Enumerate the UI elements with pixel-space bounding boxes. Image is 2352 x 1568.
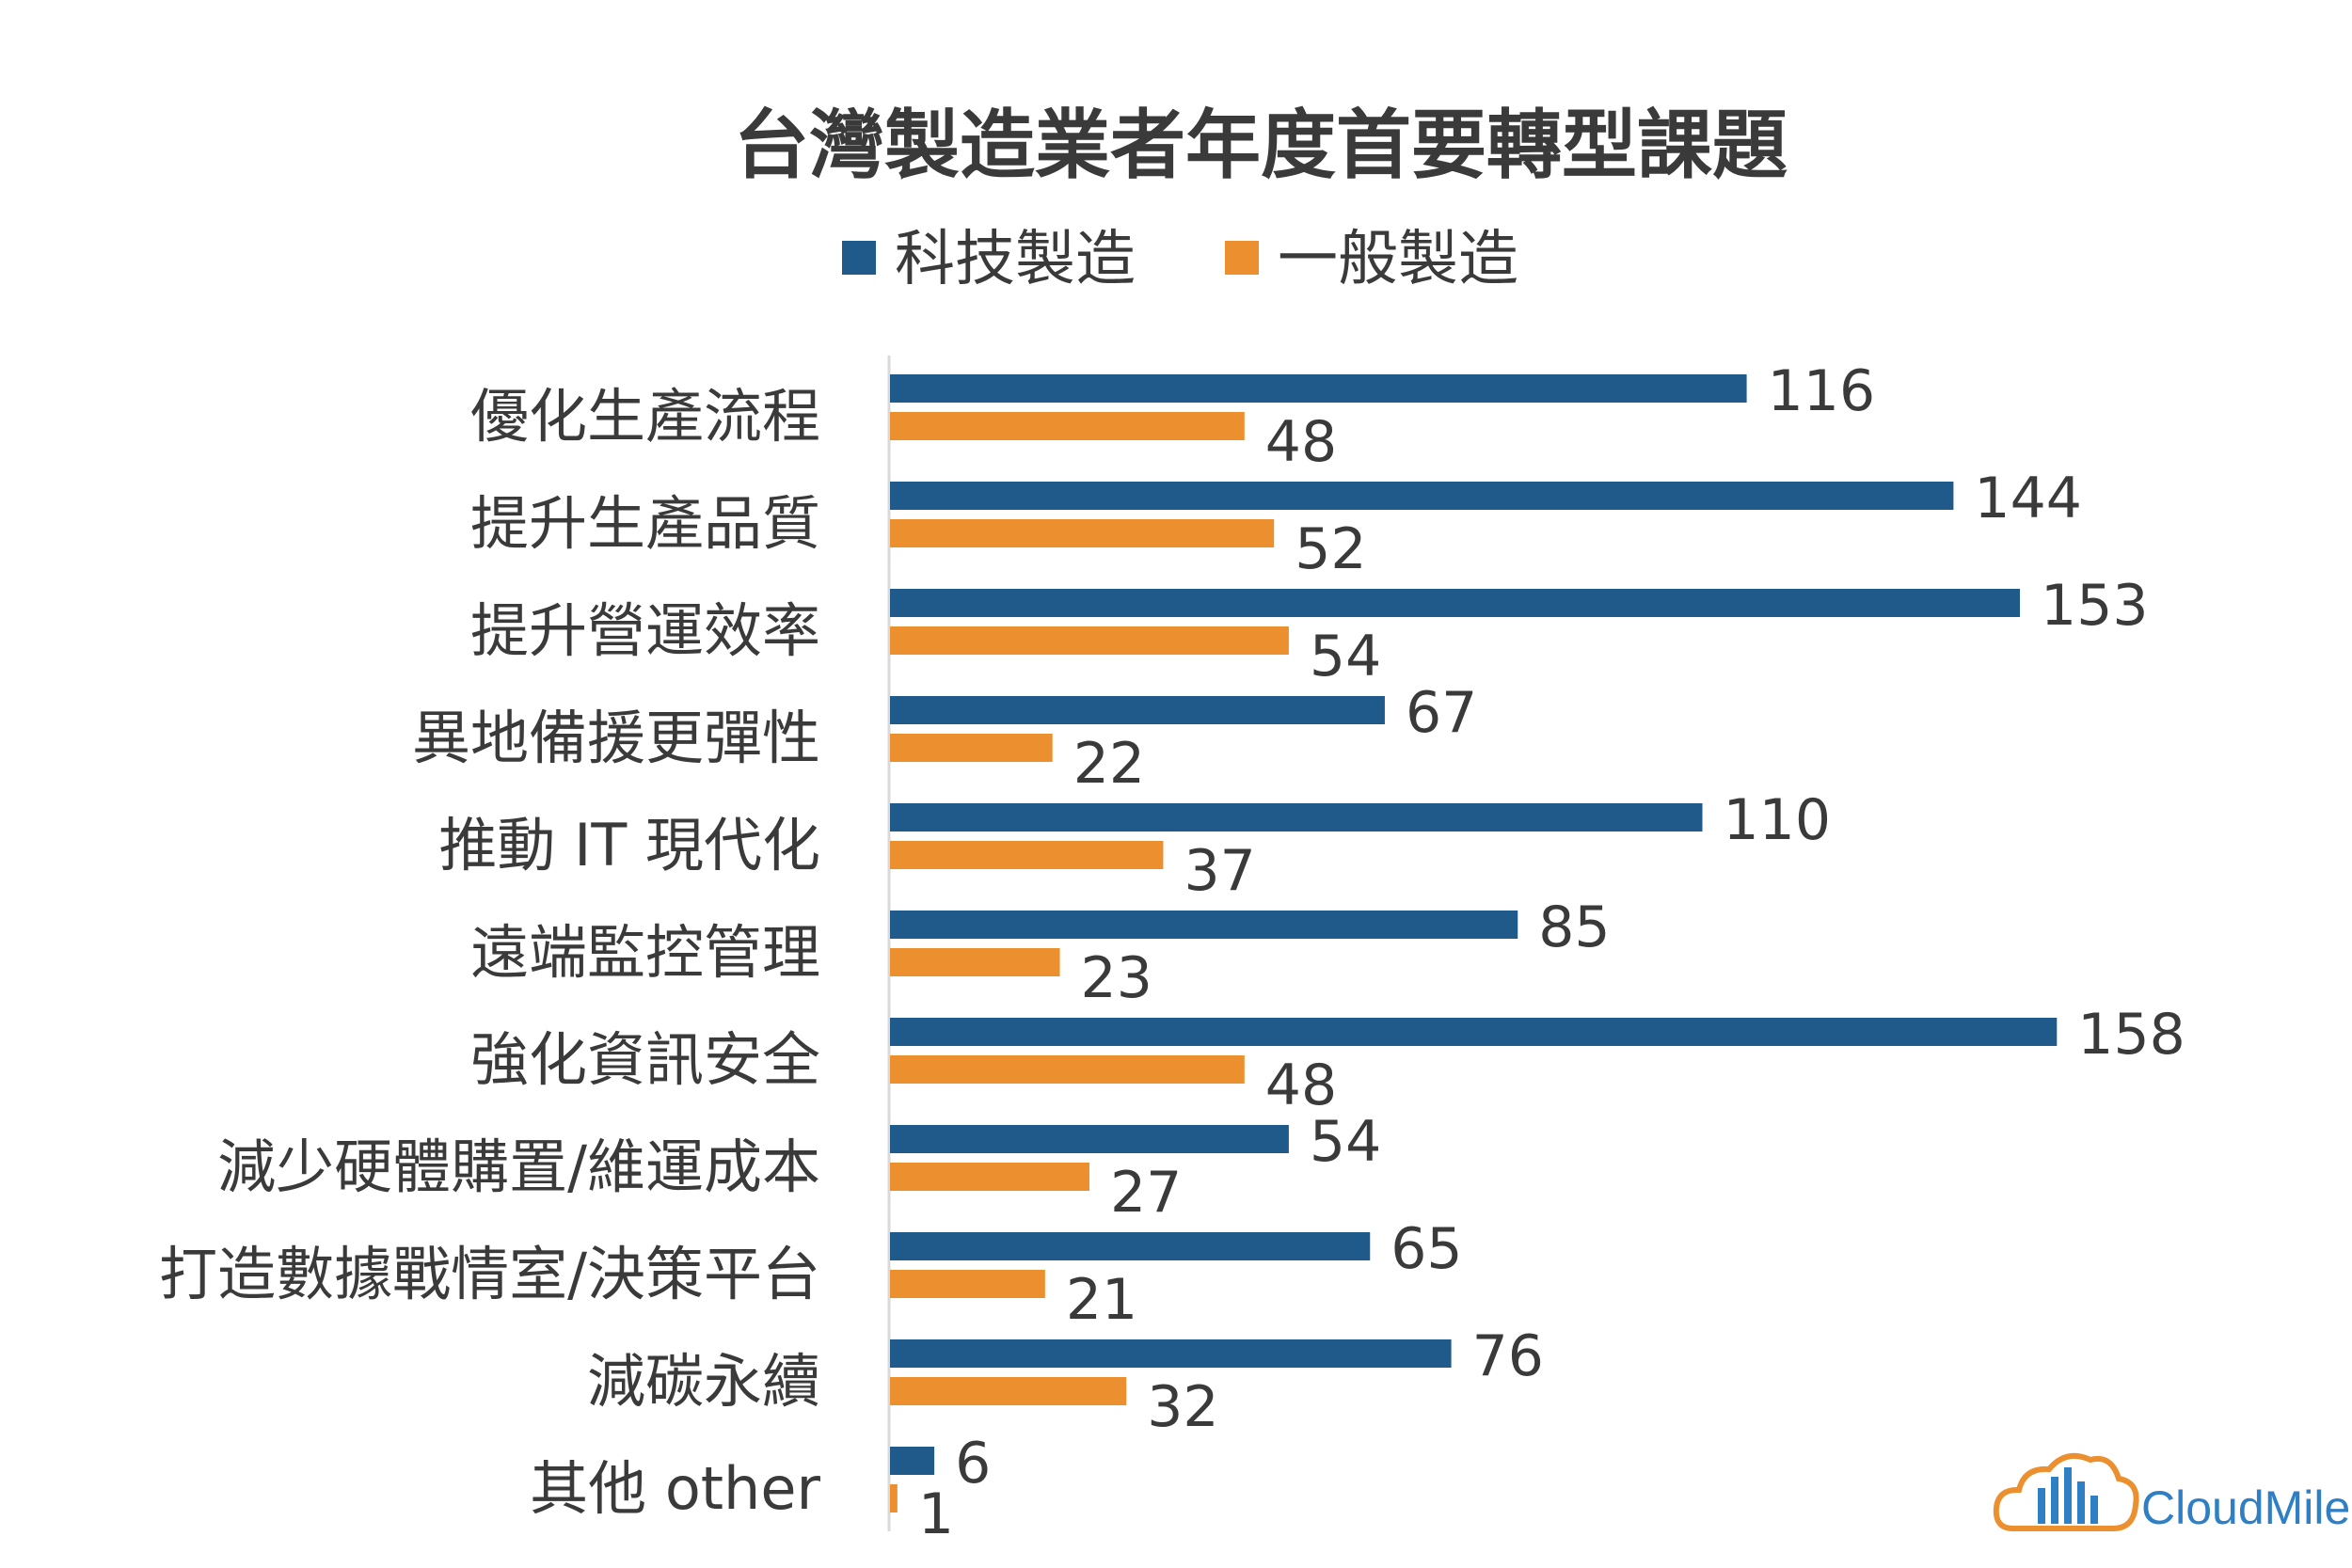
legend-label-1: 一般製造	[1278, 225, 1518, 294]
value-label-1-0: 144	[1974, 466, 2082, 531]
legend-swatch-1	[1225, 241, 1259, 275]
logo-text: CloudMile	[2141, 1481, 2350, 1534]
value-label-8-0: 65	[1391, 1216, 1462, 1282]
category-label-0: 優化生產流程	[470, 382, 820, 451]
value-labels: 1164814452153546722110378523158485427652…	[918, 358, 2185, 1547]
bar-9-1	[890, 1377, 1127, 1405]
category-label-1: 提升生產品質	[470, 489, 820, 558]
bar-7-0	[890, 1125, 1289, 1153]
bar-1-0	[890, 482, 1954, 510]
bar-3-1	[890, 734, 1053, 762]
bar-6-1	[890, 1055, 1245, 1084]
category-label-8: 打造數據戰情室/決策平台	[159, 1240, 820, 1308]
category-label-5: 遠端監控管理	[470, 918, 820, 987]
bar-2-1	[890, 626, 1289, 655]
legend: 科技製造 一般製造	[842, 225, 1518, 294]
value-label-6-1: 48	[1265, 1053, 1337, 1118]
value-label-10-1: 1	[918, 1481, 954, 1547]
bars	[890, 374, 2058, 1513]
cloud-city-icon	[1993, 1452, 2139, 1531]
bar-0-0	[890, 374, 1747, 403]
category-label-6: 強化資訊安全	[470, 1025, 820, 1094]
value-label-3-0: 67	[1406, 680, 1477, 746]
value-label-3-1: 22	[1073, 731, 1145, 797]
bar-6-0	[890, 1018, 2058, 1046]
bar-10-0	[890, 1447, 935, 1475]
value-label-0-0: 116	[1768, 358, 1876, 424]
value-label-4-0: 110	[1724, 787, 1832, 853]
value-label-5-1: 23	[1081, 945, 1152, 1011]
bar-10-1	[890, 1484, 898, 1513]
bar-4-0	[890, 803, 1703, 832]
value-label-2-1: 54	[1310, 624, 1381, 689]
value-label-6-0: 158	[2077, 1002, 2185, 1068]
category-label-7: 減少硬體購置/維運成本	[217, 1132, 820, 1201]
value-label-9-1: 32	[1147, 1374, 1218, 1440]
category-label-2: 提升營運效率	[470, 596, 820, 665]
value-label-10-0: 6	[955, 1431, 991, 1497]
legend-swatch-0	[842, 241, 876, 275]
category-label-4: 推動 IT 現代化	[438, 811, 820, 879]
bar-0-1	[890, 412, 1245, 440]
bar-9-0	[890, 1339, 1452, 1368]
value-label-8-1: 21	[1066, 1267, 1137, 1333]
value-label-1-1: 52	[1295, 516, 1366, 582]
cloudmile-logo: CloudMile	[1993, 1452, 2350, 1534]
value-label-7-1: 27	[1110, 1160, 1182, 1226]
bar-2-0	[890, 589, 2021, 617]
category-label-10: 其他 other	[530, 1454, 820, 1523]
value-label-4-1: 37	[1184, 838, 1255, 904]
value-label-5-0: 85	[1538, 895, 1610, 960]
value-label-9-0: 76	[1472, 1323, 1544, 1389]
bar-4-1	[890, 841, 1164, 869]
chart-title: 台灣製造業者年度首要轉型課題	[734, 102, 1788, 189]
bar-5-1	[890, 948, 1060, 976]
category-label-3: 異地備援更彈性	[412, 704, 820, 772]
bar-3-0	[890, 696, 1385, 724]
category-label-9: 減碳永續	[587, 1347, 820, 1416]
value-label-0-1: 48	[1265, 409, 1337, 475]
bar-8-1	[890, 1270, 1045, 1298]
value-label-2-0: 153	[2041, 573, 2149, 639]
bar-5-0	[890, 911, 1518, 939]
bar-7-1	[890, 1163, 1089, 1191]
legend-label-0: 科技製造	[895, 225, 1136, 294]
bar-1-1	[890, 519, 1275, 547]
bar-8-0	[890, 1232, 1371, 1260]
value-label-7-0: 54	[1310, 1109, 1381, 1175]
